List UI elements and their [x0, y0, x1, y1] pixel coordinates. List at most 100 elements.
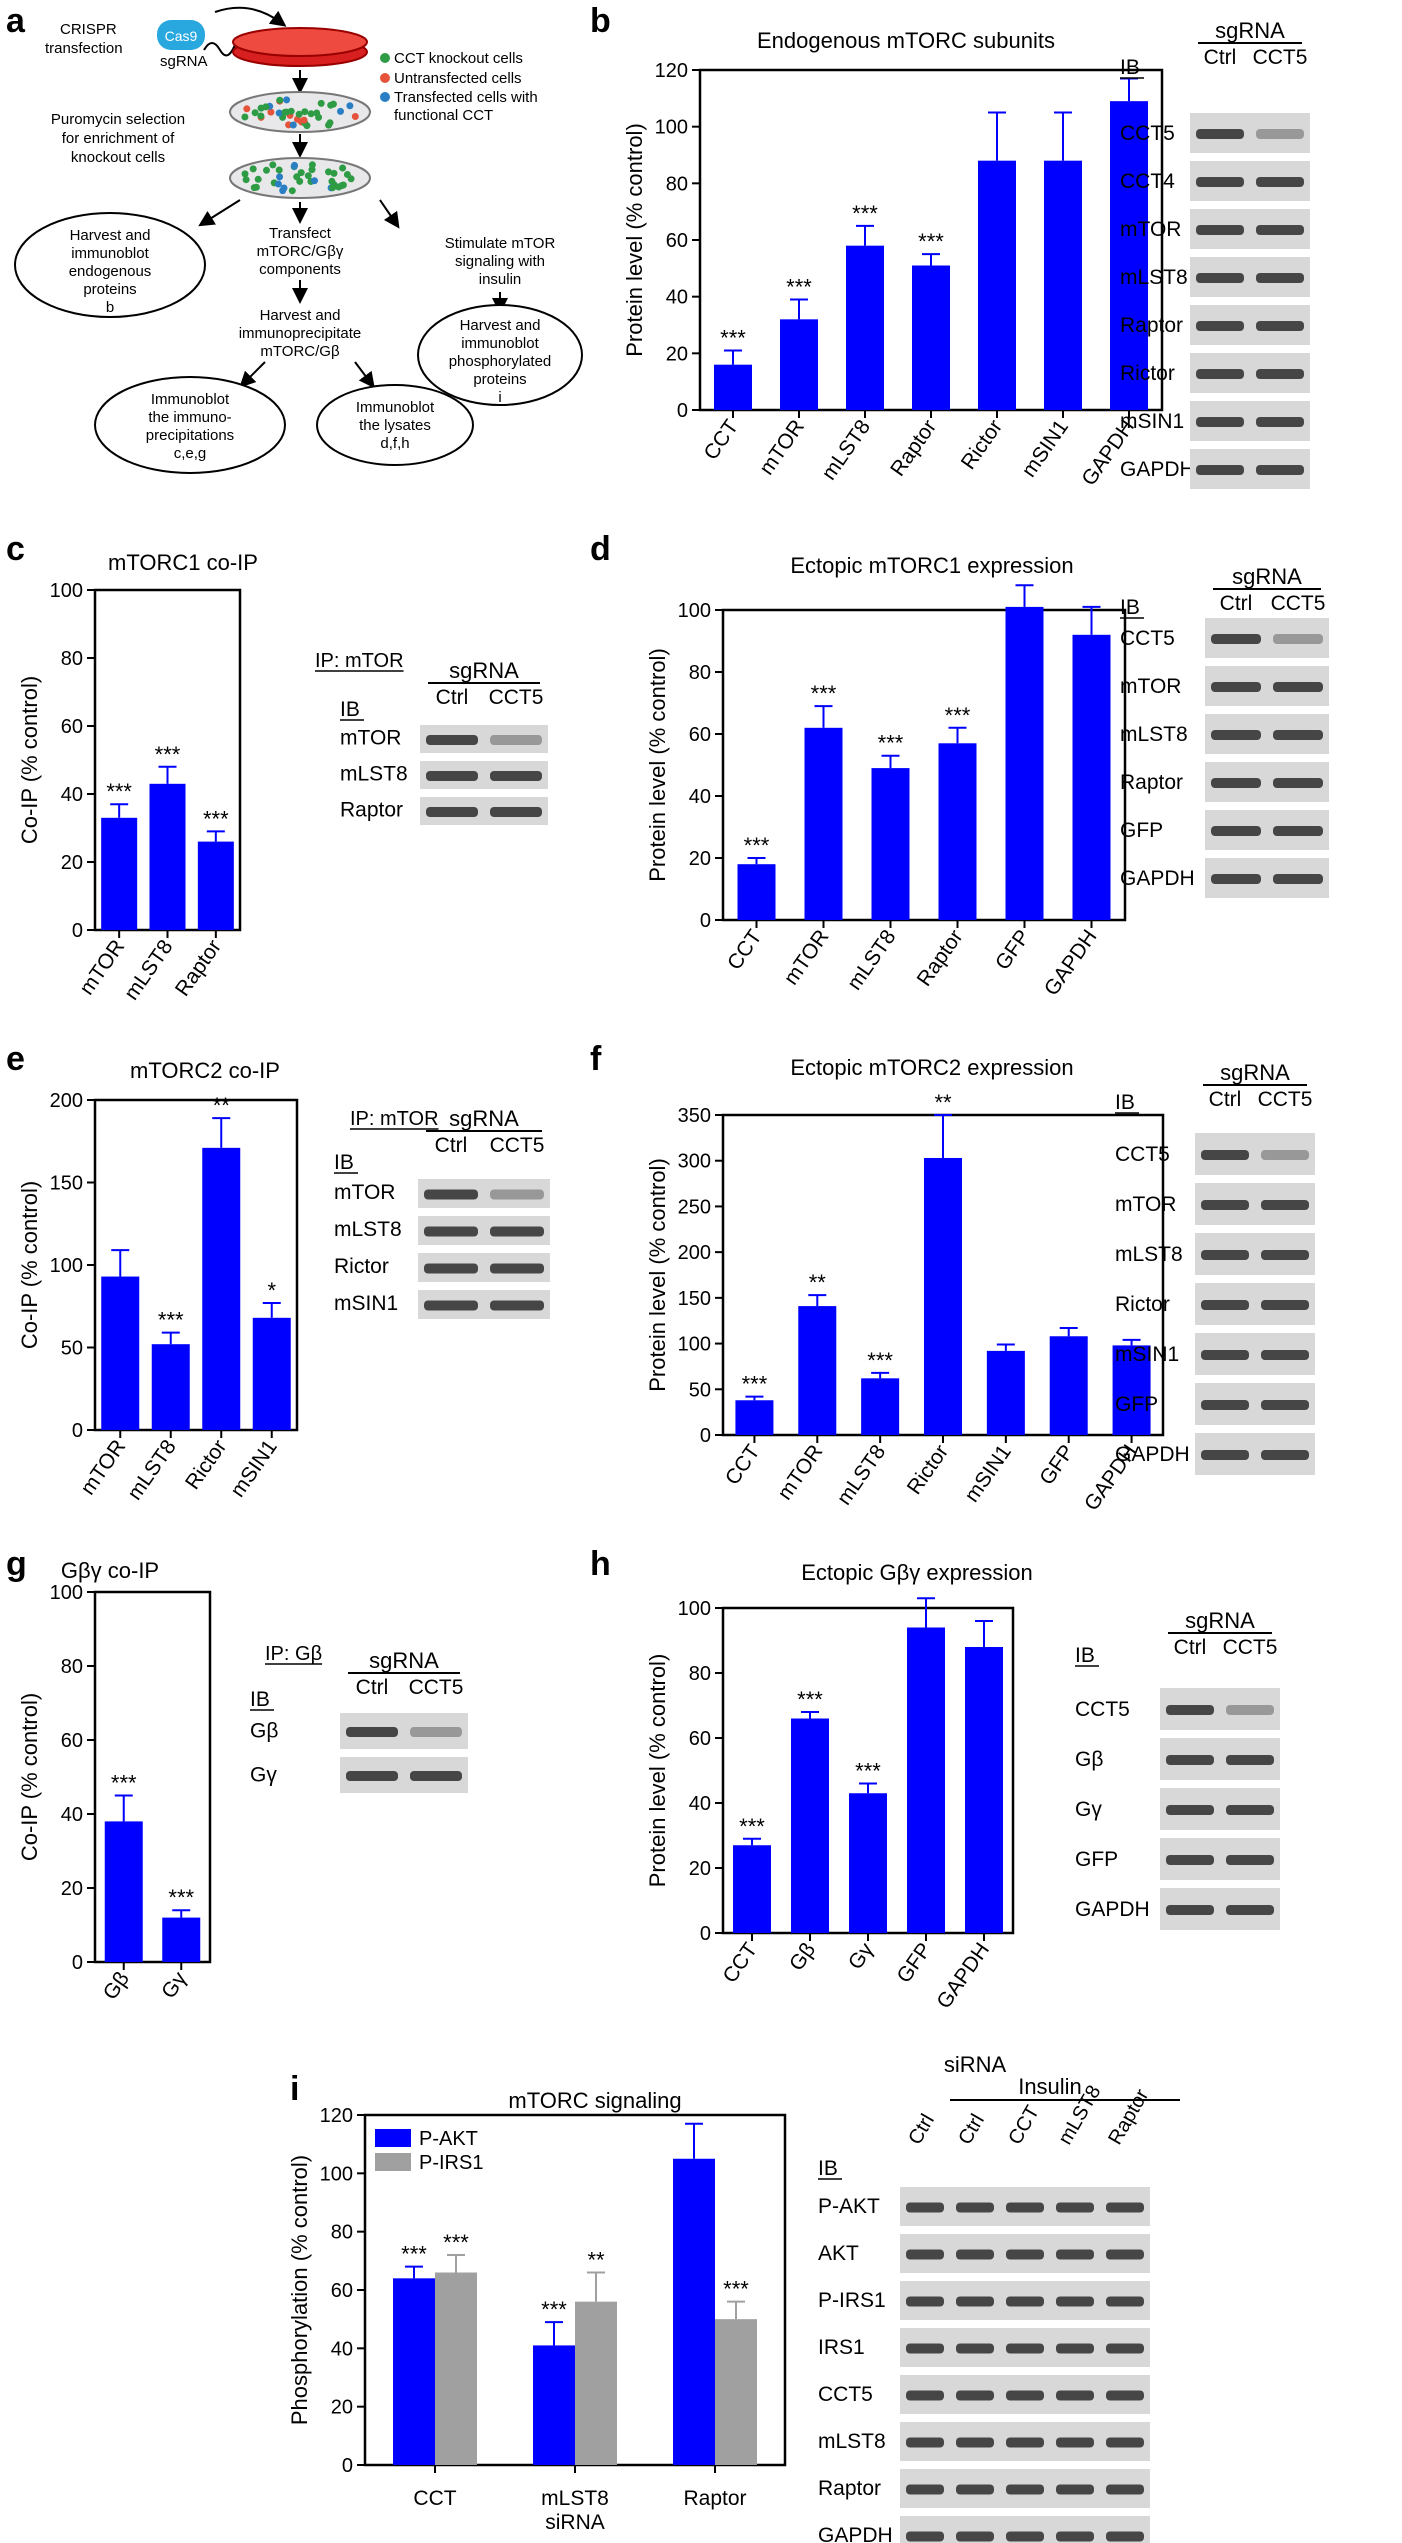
blot-row-label: mLST8	[818, 2430, 886, 2453]
bar	[871, 768, 910, 920]
y-tick-label: 20	[331, 2397, 353, 2419]
blot-band	[410, 1771, 462, 1781]
blot-e: IP: mTOR sgRNA Ctrl CCT5 IB mTOR mLST8 Rictor mS…	[334, 1106, 550, 1319]
blot-col-label: CCT5	[1223, 1636, 1278, 1659]
x-tick-label: GAPDH	[932, 1939, 994, 2013]
bar	[798, 1306, 837, 1435]
chart-c: mTORC1 co-IP 0 20 40 60 80 100 Co-IP (% control…	[17, 550, 258, 1004]
harvest-ip-2: immunoprecipitate	[239, 325, 362, 342]
bar	[252, 1317, 291, 1430]
chart-h: Ectopic Gβγ expression 0 20 40 60 80 100 Protei…	[645, 1560, 1033, 2013]
cell-dot	[326, 119, 334, 127]
branch-arrow-lys	[354, 361, 375, 389]
y-tick-label: 0	[700, 910, 711, 932]
oval-phos-1: Harvest and	[460, 317, 541, 334]
x-tick-label: mSIN1	[1017, 416, 1073, 482]
puromycin-2: for enrichment of	[62, 130, 175, 147]
blot-band	[1261, 1300, 1309, 1310]
blot-band	[1166, 1755, 1214, 1765]
blot-row-label: GAPDH	[1115, 1443, 1190, 1466]
ip-label: IP: mTOR	[350, 1108, 439, 1130]
legend-label: P-AKT	[419, 2128, 478, 2150]
blot-band	[490, 1189, 544, 1200]
blot-row-label: CCT5	[818, 2383, 873, 2406]
blot-row-label: mLST8	[1115, 1243, 1183, 1266]
cell-dot	[291, 161, 298, 169]
x-tick-label: mSIN1	[226, 1436, 282, 1502]
x-tick-label: Gβ	[99, 1968, 134, 2004]
bar	[924, 1157, 962, 1435]
y-tick-label: 0	[72, 920, 83, 942]
blot-header: sgRNA	[1232, 564, 1302, 589]
y-axis-label: Protein level (% control)	[622, 123, 647, 357]
y-tick-label: 60	[689, 724, 711, 746]
bar	[1112, 1345, 1151, 1435]
blot-row-label: GAPDH	[1075, 1898, 1150, 1921]
panel-letter-b: b	[590, 2, 611, 40]
cell-dot	[339, 164, 347, 172]
blot-band	[1211, 634, 1261, 644]
blot-band	[906, 2437, 944, 2448]
y-tick-label: 20	[61, 852, 83, 874]
blot-band	[1256, 465, 1304, 475]
x-tick-label: mLST8	[541, 2487, 609, 2510]
x-tick-label: mLST8	[843, 926, 901, 995]
ib-label: IB	[1120, 596, 1140, 619]
significance-mark: ***	[797, 1687, 823, 1712]
stim-2: signaling with	[455, 253, 545, 270]
blot-header: sgRNA	[1215, 18, 1285, 43]
significance-mark: ***	[742, 1372, 768, 1397]
oval-ip-3: precipitations	[146, 427, 234, 444]
blot-band	[1261, 1200, 1309, 1210]
blot-band	[906, 2202, 944, 2213]
sgrna-label: sgRNA	[160, 53, 208, 70]
oval-lys-1: Immunoblot	[356, 399, 435, 416]
blot-band	[1106, 2390, 1144, 2401]
blot-band	[1211, 682, 1261, 692]
y-tick-label: 250	[678, 1196, 711, 1218]
blot-band	[1056, 2202, 1094, 2213]
cell-dot	[241, 113, 249, 121]
y-tick-label: 100	[320, 2163, 353, 2185]
blot-band	[956, 2531, 994, 2542]
y-tick-label: 80	[666, 173, 688, 195]
blot-band	[956, 2296, 994, 2307]
x-tick-label: CCT	[699, 416, 743, 465]
puromycin-3: knockout cells	[71, 149, 165, 166]
blot-g: IP: Gβ sgRNA Ctrl CCT5 IB Gβ Gγ	[250, 1643, 468, 1793]
cell-dot	[307, 110, 315, 118]
y-tick-label: 40	[331, 2338, 353, 2360]
oval-ip-2: the immuno-	[148, 409, 231, 426]
cell-dot	[275, 166, 283, 174]
blot-band	[1273, 826, 1323, 836]
y-tick-label: 60	[689, 1728, 711, 1750]
blot-row-label: mTOR	[340, 726, 401, 749]
ib-label: IB	[250, 1688, 270, 1711]
blot-band	[1256, 369, 1304, 379]
oval-ip-4: c,e,g	[174, 445, 207, 462]
legend-transfected-1: Transfected cells with	[394, 89, 538, 106]
blot-band	[1006, 2343, 1044, 2354]
oval-lys-2: the lysates	[359, 417, 431, 434]
legend-swatch	[375, 2129, 411, 2147]
oval-endogenous	[14, 212, 206, 318]
ib-label: IB	[340, 698, 360, 721]
blot-band	[1166, 1905, 1214, 1915]
legend-knockout: CCT knockout cells	[394, 50, 523, 67]
cell-dot	[330, 169, 338, 177]
y-tick-label: 0	[342, 2455, 353, 2477]
significance-mark: ***	[203, 806, 229, 831]
cell-dot	[295, 110, 303, 118]
y-tick-label: 0	[72, 1952, 83, 1974]
x-tick-label: mLST8	[123, 1436, 181, 1505]
blot-row-label: mTOR	[334, 1181, 395, 1204]
y-tick-label: 40	[61, 784, 83, 806]
x-tick-label: mTOR	[755, 416, 809, 480]
blot-row-label: CCT5	[1075, 1698, 1130, 1721]
cell-dot	[274, 180, 282, 188]
blot-band	[1006, 2531, 1044, 2542]
blot-band	[1256, 273, 1304, 283]
blot-header: sgRNA	[449, 1106, 519, 1131]
y-tick-label: 60	[666, 230, 688, 252]
y-tick-label: 20	[61, 1878, 83, 1900]
